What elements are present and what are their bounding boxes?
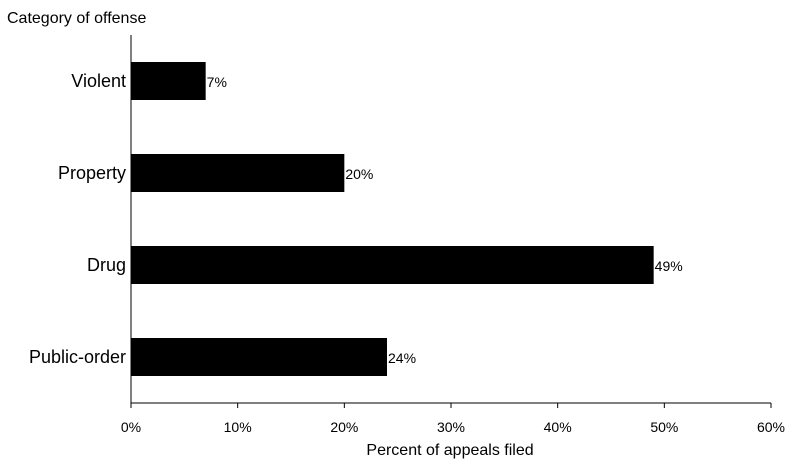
x-tick-label: 20% (330, 419, 358, 435)
value-label: 20% (345, 166, 373, 182)
x-axis-title: Percent of appeals filed (366, 442, 533, 459)
x-tick-label: 0% (121, 419, 141, 435)
value-label: 49% (655, 258, 683, 274)
category-label: Property (58, 163, 126, 183)
value-label: 24% (388, 350, 416, 366)
value-label: 7% (207, 74, 227, 90)
y-axis-title: Category of offense (7, 10, 146, 27)
x-tick-label: 50% (650, 419, 678, 435)
category-label: Public-order (29, 347, 126, 367)
x-tick-label: 10% (224, 419, 252, 435)
category-label: Drug (87, 255, 126, 275)
bar-violent (131, 62, 206, 100)
x-tick-label: 30% (437, 419, 465, 435)
x-ticks-group: 0% 10% 20% 30% 40% 50% 60% (121, 403, 785, 435)
bar-drug (131, 246, 654, 284)
bar-public-order (131, 338, 387, 376)
x-tick-label: 40% (544, 419, 572, 435)
bar-property (131, 154, 345, 192)
bars-group: Violent 7% Property 20% Drug 49% Public-order 2… (29, 62, 683, 376)
category-label: Violent (71, 71, 126, 91)
x-tick-label: 60% (757, 419, 785, 435)
